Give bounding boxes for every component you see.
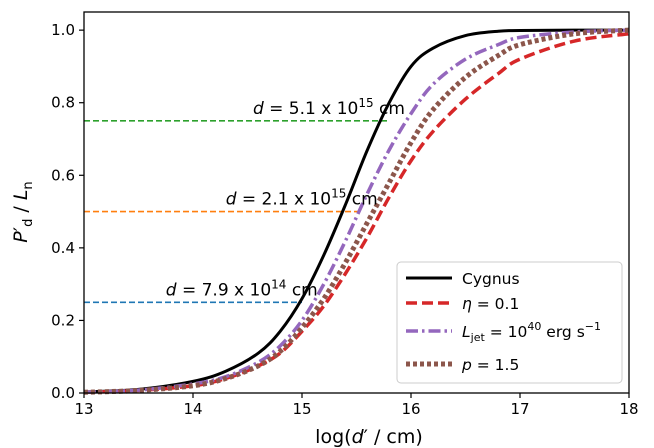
x-tick-label: 13 [74, 400, 93, 418]
x-tick-label: 15 [292, 400, 311, 418]
y-tick-label: 1.0 [51, 21, 75, 39]
x-tick-label: 18 [619, 400, 638, 418]
y-tick-label: 0.8 [51, 94, 75, 112]
series-lines [83, 27, 630, 395]
y-tick-label: 0.6 [51, 166, 75, 184]
y-tick-label: 0.4 [51, 239, 75, 257]
x-tick-label: 16 [401, 400, 420, 418]
reference-label-5.1e15: d = 5.1 x 1015 cm [253, 96, 405, 119]
y-axis-label: P′d / Ln [10, 181, 36, 242]
reference-label-2.1e15: d = 2.1 x 1015 cm [226, 187, 378, 210]
y-tick-label: 0.0 [51, 384, 75, 402]
series-p [83, 27, 630, 395]
legend-label-p: p = 1.5 [461, 356, 519, 374]
y-tick-label: 0.2 [51, 311, 75, 329]
legend-box [396, 261, 623, 384]
reference-label-7.9e14: d = 7.9 x 1014 cm [166, 277, 318, 300]
legend-label-ljet: Ljet = 1040 erg s−1 [462, 320, 601, 344]
y-axis-ticks: 0.0 0.2 0.4 0.6 0.8 1.0 [51, 21, 84, 402]
legend-label-eta: η = 0.1 [462, 295, 519, 313]
x-axis-label: log(d′ / cm) [315, 426, 423, 448]
series-cygnus [83, 28, 630, 394]
reference-lines [84, 120, 390, 304]
x-axis-ticks: 13 14 15 16 17 18 [74, 393, 639, 418]
series-eta [83, 32, 630, 395]
x-tick-label: 17 [510, 400, 529, 418]
legend: Cygnus η = 0.1 Ljet = 1040 erg s−1 p = 1… [396, 261, 623, 384]
legend-label-cygnus: Cygnus [462, 270, 520, 288]
axes-frame [83, 11, 630, 394]
x-tick-label: 14 [183, 400, 202, 418]
